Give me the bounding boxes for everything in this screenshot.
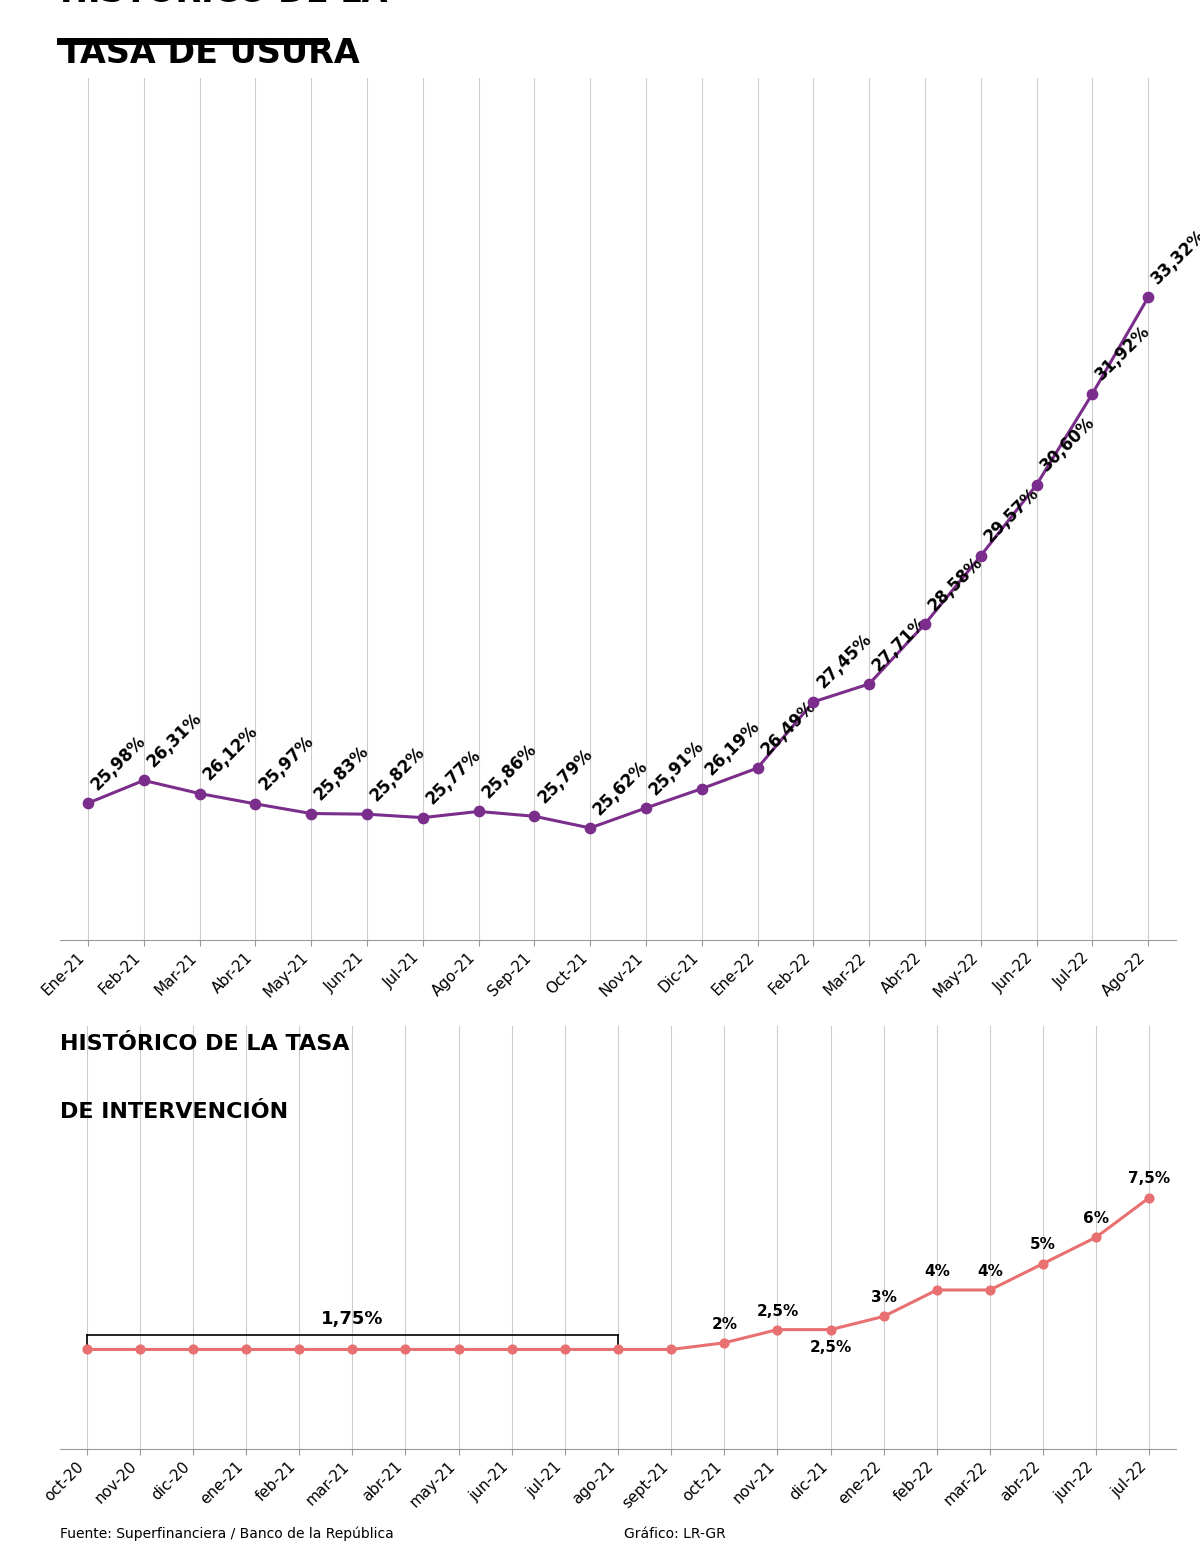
Text: 25,77%: 25,77% xyxy=(422,745,485,808)
Point xyxy=(874,1304,893,1330)
Text: 33,32%: 33,32% xyxy=(1148,226,1200,288)
Point xyxy=(77,1337,96,1362)
Text: 26,31%: 26,31% xyxy=(144,709,205,770)
Point xyxy=(1033,1251,1052,1276)
Point xyxy=(130,1337,149,1362)
Point xyxy=(916,611,935,636)
Text: Fuente: Superfinanciera / Banco de la República: Fuente: Superfinanciera / Banco de la Re… xyxy=(60,1527,394,1541)
Text: 25,82%: 25,82% xyxy=(367,742,428,805)
Point xyxy=(1027,473,1046,498)
Point xyxy=(821,1317,840,1342)
Point xyxy=(524,803,544,828)
Point xyxy=(78,791,97,816)
Text: 25,62%: 25,62% xyxy=(590,756,652,819)
Point xyxy=(692,777,712,802)
Text: 4%: 4% xyxy=(977,1264,1003,1279)
Point xyxy=(469,799,488,824)
Text: 26,19%: 26,19% xyxy=(702,717,763,778)
Text: HISTÓRICO DE LA TASA: HISTÓRICO DE LA TASA xyxy=(60,1034,349,1054)
Point xyxy=(246,791,265,816)
Point xyxy=(1087,1225,1106,1250)
Text: 25,86%: 25,86% xyxy=(479,741,540,802)
Point xyxy=(413,805,432,830)
Text: DE INTERVENCIÓN: DE INTERVENCIÓN xyxy=(60,1102,288,1121)
Point xyxy=(449,1337,468,1362)
Text: 7,5%: 7,5% xyxy=(1128,1171,1170,1187)
Point xyxy=(184,1337,203,1362)
Text: 2%: 2% xyxy=(712,1317,737,1331)
Point xyxy=(396,1337,415,1362)
Text: TASA DE USURA: TASA DE USURA xyxy=(60,36,360,69)
Text: 2,5%: 2,5% xyxy=(810,1339,852,1355)
Point xyxy=(502,1337,521,1362)
Point xyxy=(289,1337,308,1362)
Point xyxy=(980,1278,1000,1303)
Point xyxy=(581,816,600,841)
Point xyxy=(859,672,878,697)
Text: 30,60%: 30,60% xyxy=(1037,413,1098,474)
Text: 2,5%: 2,5% xyxy=(756,1303,798,1319)
Point xyxy=(608,1337,628,1362)
Point xyxy=(1139,285,1158,310)
Point xyxy=(1140,1185,1159,1211)
Text: 29,57%: 29,57% xyxy=(980,484,1043,547)
Point xyxy=(190,781,209,806)
Text: 4%: 4% xyxy=(924,1264,949,1279)
Text: 25,79%: 25,79% xyxy=(534,745,596,806)
Text: 26,49%: 26,49% xyxy=(757,697,820,758)
Point xyxy=(768,1317,787,1342)
Point xyxy=(1082,382,1102,407)
Text: 27,71%: 27,71% xyxy=(869,612,931,675)
Point xyxy=(804,689,823,714)
Point xyxy=(343,1337,362,1362)
Point xyxy=(301,800,320,825)
Text: HISTÓRICO DE LA: HISTÓRICO DE LA xyxy=(60,0,388,9)
Text: 28,58%: 28,58% xyxy=(925,553,986,614)
Text: 26,12%: 26,12% xyxy=(199,722,262,785)
Point xyxy=(748,755,767,780)
Text: 25,91%: 25,91% xyxy=(646,736,708,799)
Point xyxy=(236,1337,256,1362)
Text: 27,45%: 27,45% xyxy=(814,631,875,692)
Text: 25,98%: 25,98% xyxy=(88,731,150,794)
Point xyxy=(971,543,990,568)
Point xyxy=(134,767,154,792)
Text: 5%: 5% xyxy=(1031,1237,1056,1253)
Text: 25,83%: 25,83% xyxy=(311,742,373,803)
Point xyxy=(556,1337,575,1362)
Text: 31,92%: 31,92% xyxy=(1092,323,1154,384)
Text: 3%: 3% xyxy=(871,1290,896,1306)
Point xyxy=(358,802,377,827)
Text: Gráfico: LR-GR: Gráfico: LR-GR xyxy=(624,1527,726,1541)
Point xyxy=(928,1278,947,1303)
Point xyxy=(636,796,655,821)
Text: 1,75%: 1,75% xyxy=(322,1311,384,1328)
Point xyxy=(661,1337,680,1362)
Text: 6%: 6% xyxy=(1084,1211,1109,1226)
Text: 25,97%: 25,97% xyxy=(256,733,317,794)
Point xyxy=(715,1330,734,1355)
